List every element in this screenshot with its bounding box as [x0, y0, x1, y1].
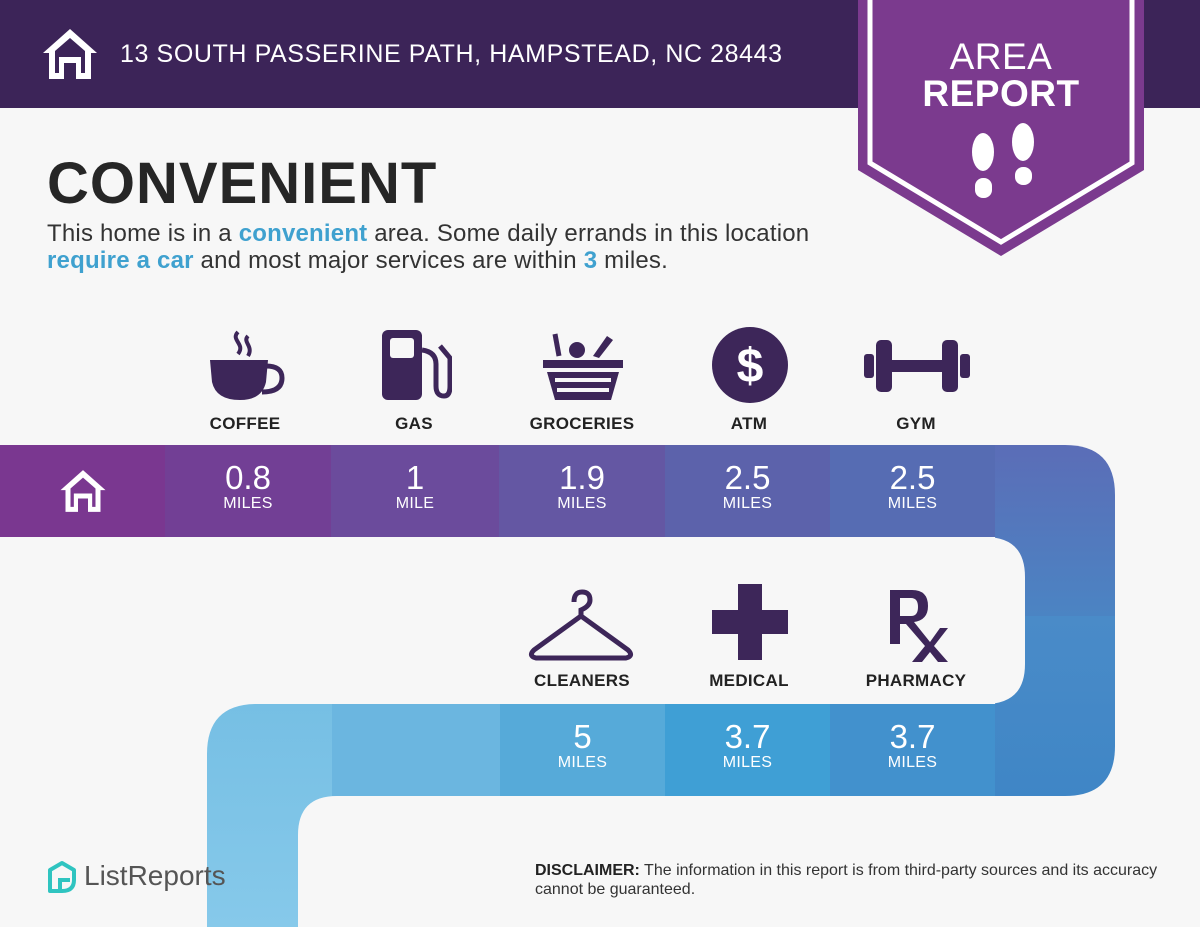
distance-value: 2.5	[724, 459, 771, 496]
distance-unit: MILES	[557, 495, 607, 512]
house-icon	[60, 470, 105, 512]
page-title: CONVENIENT	[47, 151, 438, 216]
route-segment	[332, 704, 500, 796]
badge-line-2: REPORT	[922, 73, 1080, 114]
distance-cell-medical: 3.7 MILES	[665, 704, 830, 796]
distance-cell-gym: 2.5 MILES	[830, 445, 995, 537]
badge-title: AREA REPORT	[858, 38, 1144, 112]
distance-cell-groceries: 1.9 MILES	[499, 445, 665, 537]
distance-unit: MILE	[395, 495, 435, 512]
desc-text-2: area. Some daily errands in this locatio…	[367, 220, 810, 247]
distance-cell-atm: 2.5 MILES	[665, 445, 830, 537]
category-label-gym: GYM	[896, 414, 936, 433]
distance-cell-pharmacy: 3.7 MILES	[830, 704, 995, 796]
distance-unit: MILES	[887, 495, 938, 512]
brand-name: ListReports	[84, 860, 226, 891]
distance-value: 3.7	[889, 718, 936, 755]
desc-text-1: This home is in a	[47, 220, 239, 247]
distance-value: 1.9	[559, 459, 605, 496]
distance-unit: MILES	[557, 754, 608, 771]
disclaimer: DISCLAIMER: The information in this repo…	[535, 861, 1175, 899]
desc-text-3: and most major services are within	[193, 247, 584, 274]
area-description: This home is in a convenient area. Some …	[47, 220, 847, 274]
dollar-icon: $	[712, 327, 788, 403]
disclaimer-text: The information in this report is from t…	[535, 862, 1158, 898]
distance-cell-cleaners: 5 MILES	[500, 704, 665, 796]
area-report-badge	[858, 0, 1144, 256]
rx-icon	[890, 590, 948, 662]
home-start-cell	[0, 445, 165, 537]
distance-unit: MILES	[223, 495, 273, 512]
coffee-icon	[210, 330, 285, 400]
category-label-atm: ATM	[730, 414, 768, 433]
distance-cell-gas: 1 MILE	[331, 445, 499, 537]
grocery-basket-icon	[543, 333, 623, 400]
distance-value: 2.5	[889, 459, 936, 496]
listreports-logo-icon	[48, 861, 76, 893]
distance-value: 1	[405, 459, 425, 496]
distance-unit: MILES	[722, 754, 773, 771]
category-label-pharmacy: PHARMACY	[865, 671, 967, 690]
category-label-coffee: COFFEE	[209, 414, 281, 433]
dumbbell-icon	[864, 340, 970, 392]
category-label-medical: MEDICAL	[709, 671, 789, 690]
distance-value: 5	[573, 718, 592, 755]
distance-value: 3.7	[724, 718, 771, 755]
svg-text:$: $	[737, 340, 764, 393]
distance-unit: MILES	[722, 495, 773, 512]
desc-highlight-1: convenient	[238, 220, 368, 247]
footprints-icon	[972, 123, 1034, 198]
desc-highlight-2: require a car	[47, 247, 194, 274]
medical-cross-icon	[712, 584, 788, 660]
hanger-icon	[528, 589, 634, 661]
disclaimer-label: DISCLAIMER:	[535, 862, 640, 879]
distance-value: 0.8	[225, 459, 271, 496]
category-label-cleaners: CLEANERS	[534, 671, 630, 690]
house-icon	[43, 29, 97, 79]
gas-pump-icon	[382, 330, 452, 400]
distance-unit: MILES	[887, 754, 938, 771]
property-address: 13 SOUTH PASSERINE PATH, HAMPSTEAD, NC 2…	[120, 40, 783, 68]
category-label-groceries: GROCERIES	[529, 414, 635, 433]
desc-text-4: miles.	[597, 247, 669, 274]
desc-highlight-3: 3	[583, 247, 598, 274]
distance-cell-coffee: 0.8 MILES	[165, 445, 331, 537]
category-label-gas: GAS	[395, 414, 433, 433]
badge-line-1: AREA	[949, 36, 1053, 77]
